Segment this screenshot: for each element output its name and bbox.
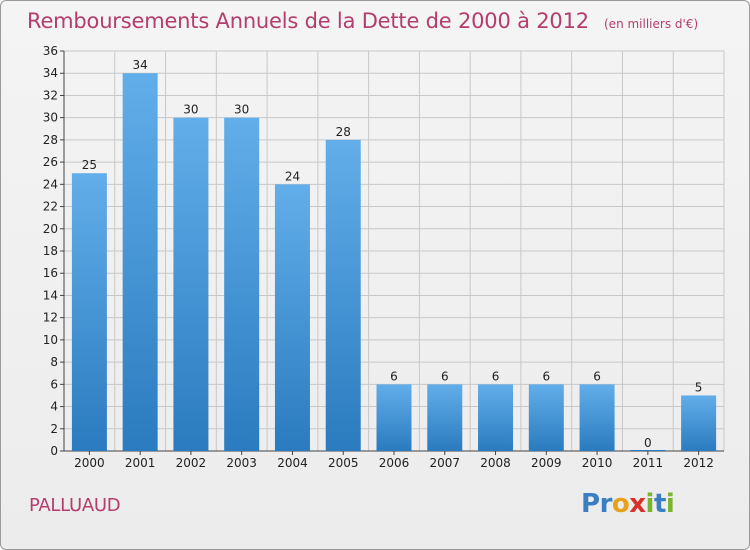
y-tick-label: 34 (43, 66, 58, 80)
bar (681, 395, 717, 451)
bars (71, 73, 717, 452)
y-tick-label: 14 (43, 288, 58, 302)
chart-title-main: Remboursements Annuels de la Dette de 20… (27, 9, 589, 33)
y-tick-label: 18 (43, 244, 58, 258)
x-tick-label: 2000 (74, 456, 105, 470)
y-tick-label: 24 (43, 177, 58, 191)
y-tick-label: 0 (50, 444, 58, 458)
x-tick-label: 2003 (226, 456, 257, 470)
data-label: 6 (593, 369, 601, 383)
chart-title: Remboursements Annuels de la Dette de 20… (27, 9, 698, 33)
labels: 0246810121416182022242628303234362520003… (43, 44, 714, 470)
data-label: 28 (336, 125, 351, 139)
data-label: 6 (390, 369, 398, 383)
data-label: 6 (441, 369, 449, 383)
bar (376, 384, 412, 451)
data-label: 34 (133, 58, 148, 72)
y-tick-label: 22 (43, 200, 58, 214)
bar (224, 117, 260, 452)
logo-letter: r (599, 489, 613, 519)
x-tick-label: 2010 (582, 456, 613, 470)
bar (427, 384, 463, 451)
bar (71, 173, 107, 451)
data-label: 6 (492, 369, 500, 383)
logo-letter: t (653, 489, 666, 519)
y-tick-label: 4 (50, 400, 58, 414)
bar (122, 73, 158, 451)
x-tick-label: 2004 (277, 456, 308, 470)
data-label: 30 (183, 103, 198, 117)
x-tick-label: 2002 (176, 456, 207, 470)
x-tick-label: 2005 (328, 456, 359, 470)
x-tick-label: 2007 (429, 456, 460, 470)
logo-letter: i (665, 489, 675, 519)
y-tick-label: 30 (43, 111, 58, 125)
x-tick-label: 2006 (379, 456, 410, 470)
data-label: 24 (285, 169, 300, 183)
bar (325, 139, 361, 451)
y-tick-label: 36 (43, 44, 58, 58)
data-label: 5 (695, 380, 703, 394)
y-tick-label: 2 (50, 422, 58, 436)
proxiti-logo: Proxiti (581, 489, 675, 519)
y-tick-label: 10 (43, 333, 58, 347)
data-label: 0 (644, 436, 652, 450)
bar (478, 384, 514, 451)
chart-title-unit: (en milliers d'€) (604, 17, 699, 31)
data-label: 6 (542, 369, 550, 383)
data-label: 25 (82, 158, 97, 172)
x-tick-label: 2001 (125, 456, 156, 470)
x-tick-label: 2008 (480, 456, 511, 470)
y-tick-label: 6 (50, 377, 58, 391)
bar (579, 384, 615, 451)
commune-name: PALLUAUD (29, 495, 121, 516)
logo-letter: P (581, 489, 600, 519)
logo-letter: o (611, 489, 630, 519)
data-label: 30 (234, 103, 249, 117)
y-tick-label: 20 (43, 222, 58, 236)
logo-letter: i (645, 489, 655, 519)
bar (528, 384, 564, 451)
x-tick-label: 2011 (633, 456, 664, 470)
y-tick-label: 12 (43, 311, 58, 325)
bar (173, 117, 209, 452)
x-tick-label: 2009 (531, 456, 562, 470)
y-tick-label: 8 (50, 355, 58, 369)
bar (274, 184, 310, 452)
y-tick-label: 16 (43, 266, 58, 280)
y-tick-label: 32 (43, 88, 58, 102)
y-tick-label: 26 (43, 155, 58, 169)
y-tick-label: 28 (43, 133, 58, 147)
logo-letter: x (629, 489, 646, 519)
x-tick-label: 2012 (683, 456, 714, 470)
